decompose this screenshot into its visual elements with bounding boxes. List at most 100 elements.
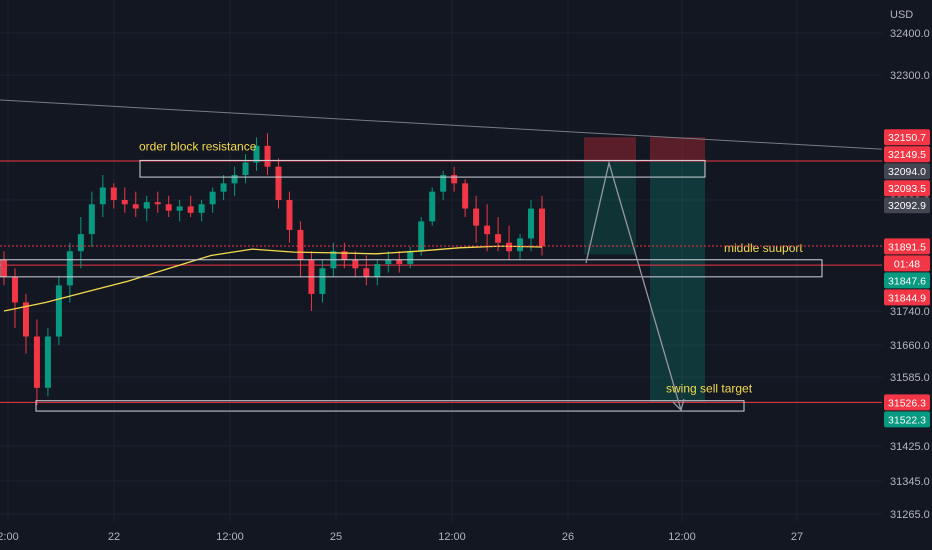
candle-body — [407, 251, 414, 265]
candle-body — [209, 191, 216, 205]
price-badges: 32150.7 32149.5 32094.0 32093.5 32092.9 31891… — [884, 129, 930, 428]
candle-body — [473, 208, 480, 226]
candle-body — [506, 242, 513, 252]
candle-body — [154, 202, 161, 205]
price-badge-label: 32149.5 — [888, 149, 926, 161]
time-axis[interactable]: 2:00 22 12:00 25 12:00 26 12:00 27 — [0, 531, 803, 543]
annotation-label[interactable]: swing sell target — [666, 382, 753, 396]
candle-body — [363, 268, 370, 277]
x-tick-label: 27 — [791, 531, 803, 543]
candle-body — [88, 204, 95, 235]
candle-body — [22, 302, 29, 337]
candle-body — [132, 204, 139, 209]
candle-body — [55, 285, 62, 337]
price-badge — [884, 163, 930, 180]
annotation-box[interactable] — [35, 400, 745, 412]
candle-body — [198, 204, 205, 213]
y-tick-label: 31585.0 — [890, 372, 930, 384]
x-tick-label: 25 — [330, 531, 342, 543]
y-tick-label: 31345.0 — [890, 476, 930, 488]
annotation-boxes — [0, 159, 823, 412]
candle-body — [341, 251, 348, 260]
price-badge-label: 32094.0 — [888, 166, 926, 178]
target-zone[interactable] — [650, 161, 705, 403]
candle-body — [253, 145, 260, 163]
candle-body — [33, 336, 40, 388]
candle-body — [99, 187, 106, 205]
annotation-label[interactable]: middle suuport — [724, 241, 803, 255]
price-badge-label: 01:48 — [894, 258, 920, 270]
candle-body — [385, 259, 392, 265]
horizontal-lines — [0, 160, 882, 403]
candle-body — [440, 175, 447, 192]
moving-average-line — [3, 245, 543, 312]
candle-body — [495, 234, 502, 243]
candle-body — [1, 259, 7, 277]
price-badge — [884, 129, 930, 146]
price-badge — [884, 238, 930, 255]
candle-body — [110, 187, 117, 200]
candle-body — [286, 200, 293, 230]
candle-body — [231, 175, 238, 184]
candle-body — [143, 202, 150, 209]
candle-body — [165, 204, 172, 211]
x-tick-label: 2:00 — [0, 531, 19, 543]
price-badge-label: 31891.5 — [888, 241, 926, 253]
candle-body — [451, 175, 458, 184]
candle-body — [374, 264, 381, 277]
x-tick-label: 12:00 — [668, 531, 696, 543]
candle-body — [484, 225, 491, 235]
annotation-box[interactable] — [139, 159, 706, 178]
candle-body — [418, 221, 425, 252]
currency-label: USD — [890, 9, 913, 21]
price-badge — [884, 289, 930, 306]
price-badge — [884, 180, 930, 197]
price-badge-label: 32093.5 — [888, 183, 926, 195]
price-badge — [884, 197, 930, 214]
price-badge — [884, 394, 930, 411]
candle-body — [517, 238, 524, 252]
price-badge-label: 32092.9 — [888, 200, 926, 212]
annotation-box[interactable] — [0, 259, 823, 278]
y-tick-label: 32400.0 — [890, 28, 930, 40]
price-badge-label: 31844.9 — [888, 292, 926, 304]
x-tick-label: 12:00 — [438, 531, 466, 543]
annotation-labels: order block resistance middle suuport swin… — [139, 139, 803, 395]
candle-body — [264, 145, 271, 167]
projection-arrow[interactable] — [585, 160, 682, 411]
candle-body — [539, 208, 545, 247]
candle-body — [11, 276, 18, 303]
candle-body — [352, 259, 359, 269]
candles — [1, 133, 545, 406]
annotation-label[interactable]: order block resistance — [139, 139, 257, 153]
candle-body — [396, 259, 403, 265]
stop-loss-zone[interactable] — [650, 137, 705, 162]
x-tick-label: 22 — [108, 531, 120, 543]
candle-body — [176, 206, 183, 211]
candle-body — [319, 268, 326, 294]
trendline[interactable] — [0, 99, 932, 153]
price-badge-label: 31526.3 — [888, 397, 926, 409]
y-tick-label: 32300.0 — [890, 70, 930, 82]
y-tick-label: 31425.0 — [890, 441, 930, 453]
price-badge — [884, 411, 930, 428]
candle-body — [77, 234, 84, 252]
candle-body — [528, 208, 535, 239]
stop-loss-zone[interactable] — [584, 137, 636, 162]
candle-body — [220, 183, 227, 192]
arrow-head — [672, 398, 685, 412]
price-badge — [884, 272, 930, 289]
candle-body — [462, 183, 469, 209]
projection-path — [585, 160, 685, 412]
y-tick-label: 31660.0 — [890, 340, 930, 352]
candle-body — [429, 191, 436, 222]
x-tick-label: 12:00 — [216, 531, 244, 543]
price-badge — [884, 146, 930, 163]
candle-body — [242, 162, 249, 175]
price-badge-label: 32150.7 — [888, 132, 926, 144]
price-badge — [884, 255, 930, 272]
candle-body — [297, 229, 304, 260]
trade-zones — [584, 137, 705, 403]
